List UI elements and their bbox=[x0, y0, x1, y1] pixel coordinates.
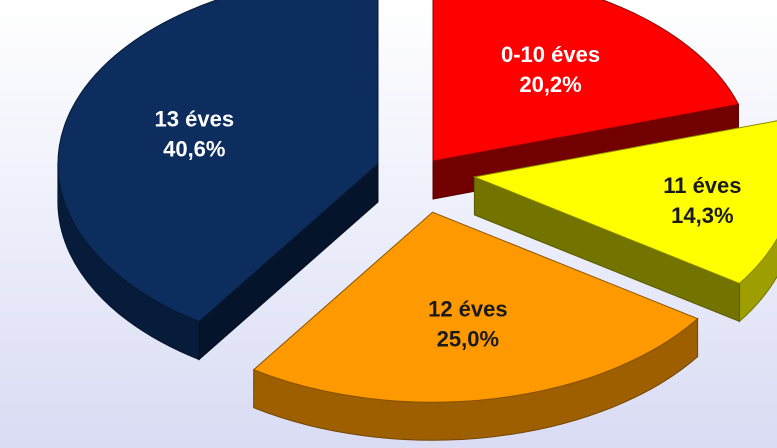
slice-category-label: 13 éves bbox=[155, 107, 235, 132]
slice-category-label: 0-10 éves bbox=[501, 42, 600, 67]
slice-value-label: 14,3% bbox=[671, 203, 733, 228]
slice-value-label: 40,6% bbox=[163, 137, 225, 162]
pie-slice-1 bbox=[472, 120, 777, 323]
slice-value-label: 25,0% bbox=[437, 326, 499, 351]
pie-slice-top bbox=[432, 0, 740, 162]
pie-slice-2 bbox=[252, 211, 699, 441]
slice-category-label: 11 éves bbox=[663, 173, 741, 198]
pie-slice-top bbox=[252, 211, 699, 403]
pie-slice-top bbox=[57, 0, 379, 323]
slice-category-label: 12 éves bbox=[428, 296, 508, 321]
slice-value-label: 20,2% bbox=[519, 72, 581, 97]
pie-slice-3 bbox=[57, 0, 379, 361]
pie-slice-top bbox=[472, 120, 777, 284]
